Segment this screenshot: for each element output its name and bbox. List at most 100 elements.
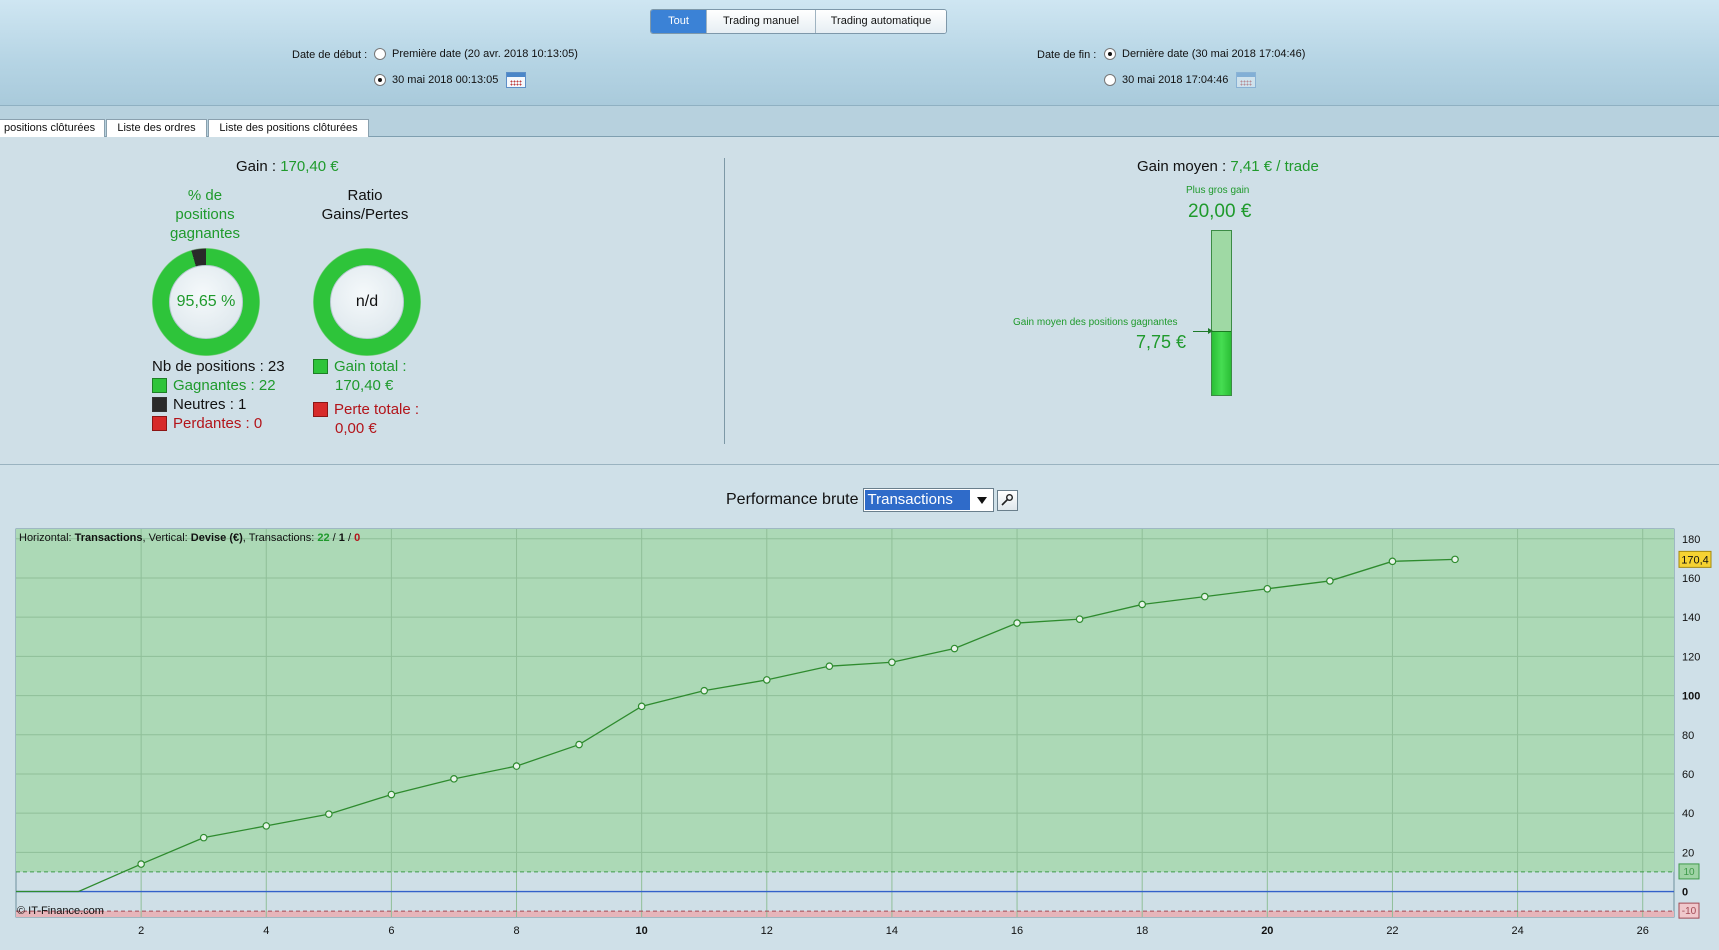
data-point — [387, 790, 396, 799]
y-tick-label: 100 — [1682, 691, 1700, 703]
negative-zone — [16, 911, 1674, 917]
gain-summary: Gain : 170,40 € — [236, 158, 339, 175]
arrow-right-icon — [1193, 328, 1213, 334]
calendar-icon — [1236, 72, 1257, 88]
gain-bar-fill — [1212, 331, 1231, 395]
gain-label: Gain : — [236, 158, 277, 175]
section-tab-bar: positions clôturées Liste des ordres Lis… — [0, 106, 1719, 137]
neutres-text: Neutres : 1 — [173, 396, 247, 413]
end-last-text: Dernière date (30 mai 2018 17:04:46) — [1122, 48, 1306, 60]
gain-moyen-label: Gain moyen : — [1137, 158, 1227, 175]
x-tick-label: 4 — [263, 925, 269, 937]
chart-info-part: 0 — [354, 532, 360, 544]
data-point — [450, 775, 458, 783]
chevron-down-icon[interactable] — [971, 497, 993, 504]
end-last-radio[interactable] — [1104, 48, 1116, 60]
view-select-value: Transactions — [864, 490, 970, 510]
start-first-text: Première date (20 avr. 2018 10:13:05) — [392, 48, 578, 60]
ratio-title-line: Gains/Pertes — [321, 206, 409, 223]
green-swatch — [152, 378, 167, 393]
data-point — [1013, 619, 1021, 627]
ratio-value: n/d — [330, 265, 404, 339]
end-custom-text: 30 mai 2018 17:04:46 — [1122, 74, 1229, 86]
chart-info-part: / — [330, 532, 339, 544]
data-point — [575, 740, 583, 749]
y-tick-label: 80 — [1682, 730, 1694, 742]
end-custom-radio[interactable] — [1104, 74, 1116, 86]
band-badge — [1678, 863, 1700, 880]
stats-panel: Gain : 170,40 € % de positions gagnantes… — [0, 138, 1719, 465]
x-tick-label: 22 — [1386, 925, 1398, 937]
data-point — [700, 686, 709, 695]
last-value-label: 170,4 — [1681, 554, 1709, 566]
chart-info-part: 1 — [339, 532, 345, 544]
x-tick-label: 14 — [886, 925, 898, 937]
tab-positions-cloturees-partial[interactable]: positions clôturées — [0, 119, 105, 137]
band-badge-label: 10 — [1683, 867, 1695, 878]
green-swatch — [313, 359, 328, 374]
copyright-text: © IT-Finance.com — [17, 905, 104, 917]
chart-info-part: Transactions — [75, 532, 143, 544]
settings-button[interactable] — [996, 489, 1018, 511]
start-date-first-option[interactable]: Première date (20 avr. 2018 10:13:05) — [374, 48, 578, 60]
data-point — [1451, 555, 1459, 564]
wrench-icon — [1001, 494, 1014, 506]
chart-info-part: Horizontal: — [19, 532, 75, 544]
x-tick-label: 8 — [513, 925, 519, 937]
chart-info-part: , Transactions: — [243, 532, 318, 544]
band-badge-label: -10 — [1682, 906, 1697, 917]
x-tick-label: 2 — [138, 925, 144, 937]
tab-trading-manuel[interactable]: Trading manuel — [706, 10, 815, 33]
calendar-icon[interactable] — [506, 72, 527, 88]
plus-gros-gain-label: Plus gros gain — [1186, 185, 1250, 196]
start-date-custom-option[interactable]: 30 mai 2018 00:13:05 — [374, 72, 527, 88]
x-tick-label: 26 — [1637, 925, 1649, 937]
legend-gain-total: Gain total : — [313, 358, 407, 375]
pct-title-line: gagnantes — [169, 225, 241, 242]
y-tick-label: 0 — [1682, 887, 1688, 899]
chart-info-part: Devise (€) — [191, 532, 243, 544]
tab-liste-ordres[interactable]: Liste des ordres — [106, 119, 207, 137]
data-point — [1263, 584, 1272, 593]
data-point — [825, 662, 834, 670]
pct-winning-donut: 95,65 % — [139, 235, 273, 369]
x-tick-label: 10 — [636, 925, 648, 937]
gain-bar — [1211, 230, 1232, 396]
y-tick-label: 120 — [1682, 651, 1700, 663]
legend-neutres: Neutres : 1 — [152, 396, 246, 413]
red-swatch — [152, 416, 167, 431]
tab-liste-positions-cloturees[interactable]: Liste des positions clôturées — [208, 119, 369, 137]
data-point — [950, 644, 959, 653]
start-custom-text: 30 mai 2018 00:13:05 — [392, 74, 499, 86]
avg-winning-label: Gain moyen des positions gagnantes — [1013, 317, 1178, 328]
end-date-custom-option[interactable]: 30 mai 2018 17:04:46 — [1104, 72, 1257, 88]
chart-info-part: / — [345, 532, 354, 544]
y-tick-label: 180 — [1682, 534, 1700, 546]
positive-zone — [16, 529, 1674, 872]
end-date-last-option[interactable]: Dernière date (30 mai 2018 17:04:46) — [1104, 48, 1305, 60]
x-tick-label: 24 — [1511, 925, 1523, 937]
pct-title-line: positions — [175, 206, 235, 223]
legend-perte-totale: Perte totale : — [313, 401, 419, 418]
ratio-title-line: Ratio — [347, 187, 383, 204]
tab-trading-automatique[interactable]: Trading automatique — [815, 10, 946, 33]
data-point — [199, 833, 208, 842]
chart-header: Performance brute Transactions — [726, 488, 1018, 512]
gain-total-value: 170,40 € — [335, 377, 394, 394]
data-point — [888, 658, 896, 667]
tab-tout[interactable]: Tout — [651, 10, 706, 33]
gain-value: 170,40 € — [280, 158, 339, 175]
end-date-label: Date de fin : — [1037, 49, 1097, 61]
gagnantes-text: Gagnantes : 22 — [173, 377, 276, 394]
chart-info-part: 22 — [317, 532, 329, 544]
legend-perdantes: Perdantes : 0 — [152, 415, 262, 432]
start-custom-radio[interactable] — [374, 74, 386, 86]
performance-label: Performance brute — [726, 491, 859, 508]
data-point — [762, 676, 771, 684]
black-swatch — [152, 397, 167, 412]
view-select[interactable]: Transactions — [862, 488, 994, 512]
y-tick-label: 160 — [1682, 573, 1700, 585]
perdantes-text: Perdantes : 0 — [173, 415, 263, 432]
start-first-radio[interactable] — [374, 48, 386, 60]
x-tick-label: 18 — [1136, 925, 1148, 937]
